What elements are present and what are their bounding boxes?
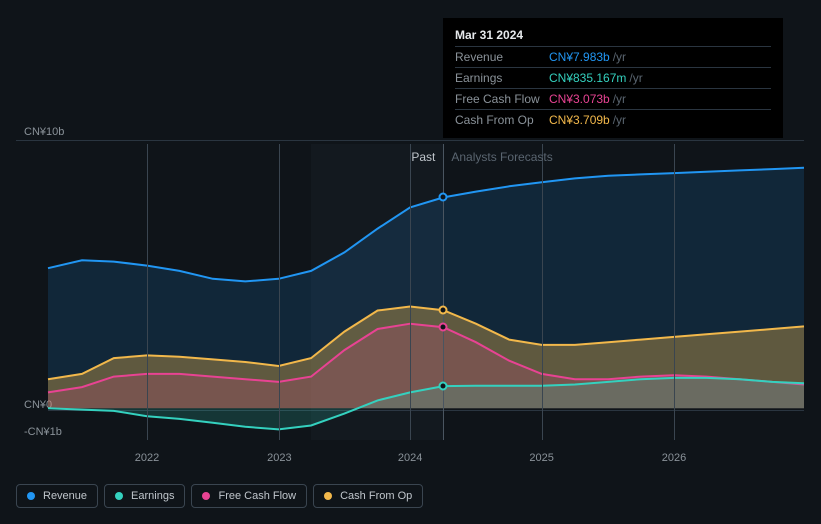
legend: Revenue Earnings Free Cash Flow Cash From O… <box>16 484 423 508</box>
tooltip-row: RevenueCN¥7.983b/yr <box>455 46 771 67</box>
x-axis-label: 2025 <box>529 452 553 464</box>
legend-dot-icon <box>115 492 123 500</box>
tooltip-row-unit: /yr <box>629 69 642 87</box>
marker-earnings <box>439 382 448 391</box>
marker-cash_from_op <box>439 306 448 315</box>
tooltip-row-unit: /yr <box>613 48 626 66</box>
x-axis-labels: 2022 2023 2024 2025 2026 <box>48 452 804 472</box>
tooltip-row: Cash From OpCN¥3.709b/yr <box>455 109 771 130</box>
tooltip-row-label: Earnings <box>455 69 549 87</box>
legend-label: Revenue <box>43 490 87 502</box>
forecast-label: Analysts Forecasts <box>451 150 552 164</box>
marker-revenue <box>439 193 448 202</box>
x-gridline <box>279 144 280 440</box>
legend-dot-icon <box>27 492 35 500</box>
tooltip-row-label: Revenue <box>455 48 549 66</box>
tooltip-row-unit: /yr <box>613 111 626 129</box>
legend-item-revenue[interactable]: Revenue <box>16 484 98 508</box>
marker-free_cash_flow <box>439 323 448 332</box>
legend-label: Earnings <box>131 490 174 502</box>
legend-label: Cash From Op <box>340 490 412 502</box>
legend-item-cash_from_op[interactable]: Cash From Op <box>313 484 423 508</box>
tooltip-row-unit: /yr <box>613 90 626 108</box>
past-label: Past <box>411 150 435 164</box>
gridline-top <box>16 140 804 141</box>
chart-svg <box>48 144 804 440</box>
legend-item-free_cash_flow[interactable]: Free Cash Flow <box>191 484 307 508</box>
split-line <box>443 144 444 440</box>
plot-area <box>48 144 804 440</box>
tooltip-row-value: CN¥3.709b <box>549 111 610 129</box>
y-axis-label: CN¥10b <box>24 126 64 138</box>
tooltip-row-value: CN¥835.167m <box>549 69 626 87</box>
tooltip-row: EarningsCN¥835.167m/yr <box>455 67 771 88</box>
legend-dot-icon <box>202 492 210 500</box>
x-gridline <box>674 144 675 440</box>
tooltip-title: Mar 31 2024 <box>455 26 771 44</box>
legend-dot-icon <box>324 492 332 500</box>
tooltip-row-value: CN¥3.073b <box>549 90 610 108</box>
x-axis-label: 2026 <box>662 452 686 464</box>
x-gridline <box>410 144 411 440</box>
tooltip: Mar 31 2024 RevenueCN¥7.983b/yrEarningsC… <box>443 18 783 138</box>
legend-item-earnings[interactable]: Earnings <box>104 484 185 508</box>
tooltip-row-label: Cash From Op <box>455 111 549 129</box>
x-axis-label: 2022 <box>135 452 159 464</box>
tooltip-row-label: Free Cash Flow <box>455 90 549 108</box>
tooltip-row-value: CN¥7.983b <box>549 48 610 66</box>
x-axis-label: 2024 <box>398 452 422 464</box>
x-gridline <box>147 144 148 440</box>
financial-chart: CN¥10b CN¥0 -CN¥1b Past Analysts Forecas… <box>0 0 821 524</box>
x-gridline <box>542 144 543 440</box>
tooltip-row: Free Cash FlowCN¥3.073b/yr <box>455 88 771 109</box>
legend-label: Free Cash Flow <box>218 490 296 502</box>
x-axis-label: 2023 <box>267 452 291 464</box>
